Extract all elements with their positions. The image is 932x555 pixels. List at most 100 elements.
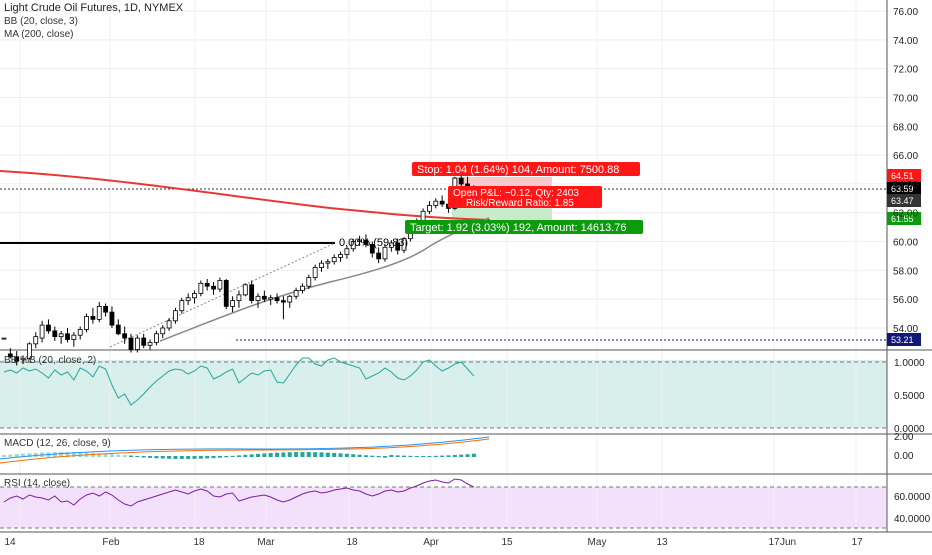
price-badge-text: 63.47 — [891, 196, 914, 206]
time-tick-label: 17 — [768, 537, 780, 548]
macd-hist-bar — [376, 456, 381, 458]
macd-hist-bar — [186, 456, 191, 459]
candle-body — [268, 297, 274, 300]
candle-body — [217, 280, 223, 290]
macd-hist-bar — [179, 456, 184, 459]
price-badge — [887, 169, 921, 182]
macd-hist-bar — [459, 454, 464, 457]
candle-body — [427, 205, 432, 212]
time-tick-label: 13 — [656, 537, 668, 548]
candle-body — [14, 356, 20, 362]
candle-body — [306, 277, 312, 287]
macd-hist-bar — [59, 452, 64, 457]
candle-body — [401, 238, 407, 251]
price-tick-label: 58.00 — [893, 266, 918, 277]
candle-body — [141, 337, 147, 346]
candle-body — [293, 290, 299, 297]
price-tick-label: 60.00 — [893, 238, 918, 249]
macd-hist-bar — [109, 454, 114, 457]
bb-legend: BB (20, close, 3) — [4, 16, 78, 27]
target-label: Target: 1.92 (3.03%) 192, Amount: 14613.… — [410, 222, 626, 234]
macd-hist-bar — [65, 452, 70, 457]
candle-body — [71, 334, 77, 340]
rsi-tick-label: 60.0000 — [894, 492, 931, 503]
price-tick-label: 74.00 — [893, 36, 918, 47]
macd-hist-bar — [160, 456, 165, 459]
price-badge — [887, 212, 921, 225]
rsi-legend: RSI (14, close) — [4, 478, 71, 489]
macd-hist-bar — [383, 456, 387, 458]
time-tick-label: May — [588, 537, 607, 548]
macd-hist-bar — [173, 456, 178, 459]
candle-body — [376, 252, 382, 260]
candle-body — [280, 300, 286, 303]
macd-hist-bar — [14, 454, 19, 457]
macd-hist-bar — [313, 452, 318, 457]
candle-body — [331, 256, 337, 263]
macd-hist-bar — [446, 455, 451, 457]
macd-hist-bar — [249, 454, 254, 457]
price-badge — [887, 182, 921, 195]
price-tick-label: 64.00 — [893, 180, 918, 191]
macd-hist-bar — [71, 452, 76, 457]
macd-hist-bar — [332, 452, 337, 457]
macd-hist-bar — [8, 454, 13, 457]
time-tick-label: Jun — [780, 537, 796, 548]
macd-hist-bar — [103, 453, 108, 457]
candle-body — [350, 241, 356, 250]
labels-layer: 64.51 63.59 63.47 61.55 53.21 — [887, 169, 921, 346]
candle-body — [46, 324, 51, 332]
macd-hist-bar — [154, 456, 159, 459]
candle-body — [65, 333, 70, 340]
candle-body — [312, 267, 318, 278]
price-tick-label: 54.00 — [893, 324, 918, 335]
candle-body — [319, 262, 324, 268]
bbp-tick-label: 0.5000 — [894, 391, 925, 402]
candle-body — [261, 295, 267, 300]
indicator-layer — [0, 357, 490, 507]
candle-body — [363, 239, 369, 245]
macd-hist-bar — [27, 453, 32, 457]
price-tick-label: 68.00 — [893, 122, 918, 133]
macd-hist-bar — [192, 456, 197, 459]
macd-hist-bar — [135, 456, 140, 458]
macd-hist-bar — [440, 455, 445, 457]
candle-body — [128, 337, 134, 351]
macd-hist-bar — [148, 456, 153, 458]
candle-body — [179, 300, 185, 312]
price-tick-label: 56.00 — [893, 295, 918, 306]
open-pl-label: Open P&L: −0.12, Qty: 2403 — [453, 188, 579, 199]
candle-body — [242, 284, 248, 296]
rsi-line — [3, 478, 475, 507]
candle-body — [147, 342, 153, 346]
candle-body — [223, 280, 229, 307]
macd-hist-bar — [205, 456, 210, 459]
candle-body — [433, 200, 439, 206]
candle-body — [7, 353, 13, 358]
time-tick-label: Feb — [102, 537, 120, 548]
pnl-label-bg — [448, 186, 602, 208]
macd-hist-bar — [256, 453, 260, 457]
macd-tick-label: 0.00 — [894, 451, 914, 462]
macd-line — [0, 436, 490, 460]
candle-body — [90, 316, 96, 320]
grid — [0, 0, 887, 532]
candle-body — [122, 333, 128, 339]
macd-hist-bar — [268, 453, 273, 457]
time-tick-label: 17 — [851, 537, 863, 548]
macd-hist-bar — [129, 455, 133, 457]
macd-hist-bar — [300, 452, 305, 457]
bbp-tick-label: 1.0000 — [894, 358, 925, 369]
macd-hist-bar — [395, 455, 400, 457]
macd-hist-bar — [217, 456, 222, 458]
candle-body — [96, 305, 102, 320]
macd-hist-bar — [243, 454, 248, 457]
trend-line[interactable] — [109, 242, 336, 348]
time-tick-label: 18 — [346, 537, 358, 548]
bbp-tick-label: 0.0000 — [894, 424, 925, 435]
candle-body — [185, 297, 191, 302]
candle-body — [26, 343, 32, 359]
macd-hist-bar — [281, 452, 286, 457]
